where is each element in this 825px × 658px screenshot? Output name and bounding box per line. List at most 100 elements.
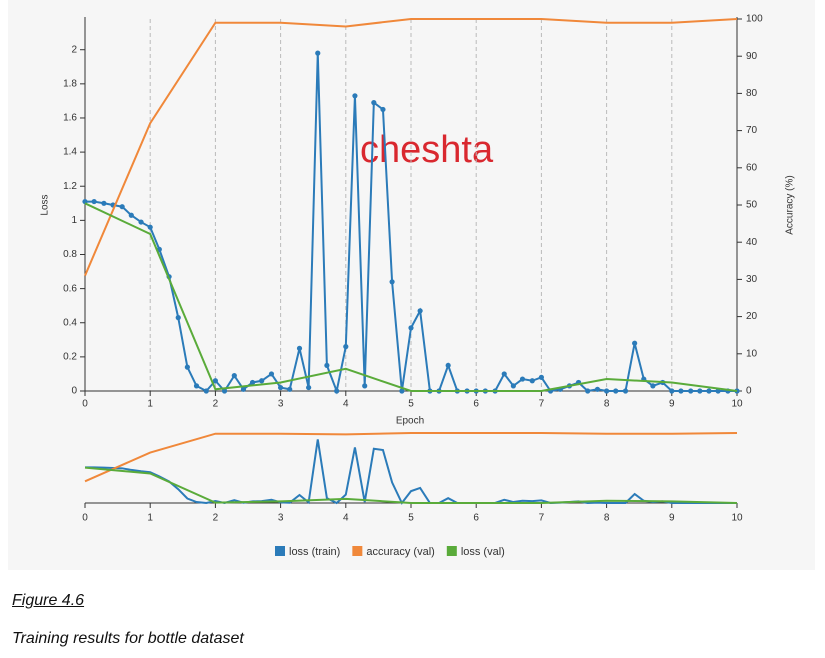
- mini-x-tick-label: 2: [213, 513, 219, 524]
- point: [352, 93, 358, 99]
- x-tick-label: 7: [539, 399, 545, 410]
- x-tick-label: 10: [731, 399, 743, 410]
- watermark: cheshta: [360, 129, 494, 171]
- x-tick-label: 1: [147, 399, 153, 410]
- point: [417, 308, 423, 314]
- point: [101, 200, 107, 206]
- x-tick-label: 3: [278, 399, 284, 410]
- point: [138, 219, 144, 225]
- point: [371, 100, 377, 106]
- y-tick-label: 1: [71, 215, 77, 226]
- point: [119, 204, 125, 210]
- x-tick-label: 2: [213, 399, 219, 410]
- point: [334, 388, 340, 394]
- chart: cheshta Epoch Loss Accuracy (%) 00112233…: [39, 13, 796, 558]
- y-tick-label: 1.4: [63, 147, 77, 158]
- x-tick-label: 4: [343, 399, 349, 410]
- point: [128, 212, 134, 218]
- point: [380, 106, 386, 113]
- point: [184, 364, 190, 370]
- y2-tick-label: 80: [746, 88, 758, 99]
- point: [697, 388, 703, 394]
- point: [613, 388, 619, 394]
- point: [389, 279, 395, 285]
- legend-label: loss (val): [461, 546, 505, 558]
- y-tick-label: 0: [71, 386, 77, 397]
- point: [147, 224, 153, 230]
- mini-x-tick-label: 1: [147, 513, 153, 524]
- point: [240, 386, 247, 392]
- point: [678, 388, 684, 394]
- figure-label: Figure 4.6: [12, 592, 85, 609]
- point: [343, 344, 349, 350]
- y2-tick-label: 0: [746, 386, 752, 397]
- figure-caption: Training results for bottle dataset: [12, 630, 244, 647]
- point: [324, 362, 330, 369]
- point: [268, 371, 275, 377]
- point: [278, 384, 284, 391]
- legend-swatch: [275, 546, 285, 556]
- y-axis-label: Loss: [40, 194, 51, 215]
- legend-label: loss (train): [289, 546, 340, 558]
- mini-x-tick-label: 7: [539, 513, 545, 524]
- mini-x-tick-label: 4: [343, 513, 349, 524]
- mini-x-tick-label: 6: [473, 513, 479, 524]
- point: [538, 374, 545, 380]
- point: [175, 315, 181, 321]
- mini-x-tick-label: 0: [82, 513, 88, 524]
- point: [259, 378, 265, 384]
- mini-x-tick-label: 9: [669, 513, 675, 524]
- mini-series-line: [84, 466, 738, 504]
- point: [362, 383, 368, 389]
- mini-series-line: [84, 432, 738, 483]
- y2-tick-label: 60: [746, 162, 758, 173]
- point: [399, 388, 405, 394]
- point: [529, 378, 535, 384]
- point: [519, 376, 526, 382]
- point: [688, 388, 694, 394]
- y2-axis-label: Accuracy (%): [785, 175, 796, 234]
- point: [632, 340, 638, 346]
- y-tick-label: 0.6: [63, 283, 77, 294]
- legend-label: accuracy (val): [366, 546, 434, 558]
- series-line: [84, 18, 738, 277]
- point: [622, 388, 629, 394]
- point: [669, 388, 675, 394]
- y-tick-label: 0.8: [63, 249, 77, 260]
- mini-x-tick-label: 10: [731, 513, 743, 524]
- mini-x-tick-label: 3: [278, 513, 284, 524]
- y2-tick-label: 100: [746, 14, 763, 25]
- point: [408, 325, 414, 331]
- point: [296, 345, 303, 351]
- x-tick-label: 5: [408, 399, 414, 410]
- point: [91, 198, 97, 205]
- point: [445, 362, 451, 369]
- point: [510, 383, 516, 389]
- point: [221, 388, 228, 394]
- point: [203, 388, 209, 394]
- point: [249, 379, 256, 386]
- y-tick-label: 1.8: [63, 78, 77, 89]
- y-tick-label: 0.2: [63, 352, 77, 363]
- mini-x-tick-label: 5: [408, 513, 414, 524]
- series-line: [84, 202, 738, 392]
- x-tick-label: 9: [669, 399, 675, 410]
- point: [501, 371, 507, 377]
- point: [231, 373, 237, 379]
- y-tick-label: 1.6: [63, 113, 77, 124]
- point: [604, 388, 610, 394]
- y2-tick-label: 30: [746, 274, 758, 285]
- mini-x-tick-label: 8: [604, 513, 610, 524]
- point: [585, 388, 591, 394]
- point: [306, 384, 312, 391]
- y2-tick-label: 70: [746, 125, 758, 136]
- y2-tick-label: 90: [746, 51, 758, 62]
- y2-tick-label: 10: [746, 348, 758, 359]
- point: [287, 386, 293, 392]
- y2-tick-label: 40: [746, 237, 758, 248]
- y-tick-label: 2: [71, 44, 77, 55]
- point: [706, 388, 712, 394]
- y2-tick-label: 50: [746, 200, 758, 211]
- x-tick-label: 8: [604, 399, 610, 410]
